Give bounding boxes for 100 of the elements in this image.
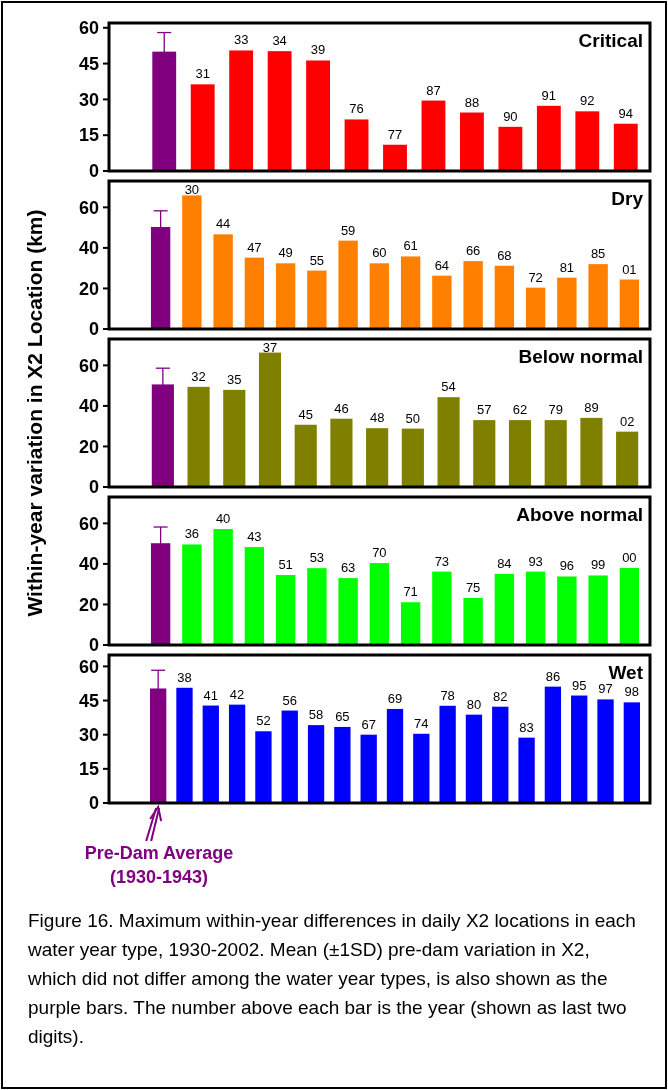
- x-tick-label: 70: [372, 545, 387, 561]
- bar: [465, 714, 483, 803]
- bar: [432, 275, 452, 329]
- x-tick-label: 87: [426, 82, 441, 98]
- x-tick-label: 76: [349, 101, 364, 117]
- bar: [176, 687, 193, 803]
- bar: [492, 706, 509, 803]
- bar: [307, 270, 327, 329]
- chart-title: Dry: [611, 188, 644, 209]
- x-tick-label: 79: [548, 402, 563, 418]
- x-tick-label: 39: [310, 42, 326, 58]
- bar: [344, 119, 369, 171]
- bar: [202, 705, 219, 803]
- y-tick-label: 0: [88, 319, 99, 340]
- x-tick-label: 67: [361, 716, 376, 732]
- bar: [307, 725, 325, 803]
- x-tick-label: 81: [559, 259, 575, 275]
- bar: [588, 264, 608, 329]
- bar: [525, 287, 546, 329]
- bar: [616, 431, 639, 487]
- x-tick-label: 85: [590, 246, 606, 262]
- x-tick-label: 42: [229, 686, 245, 702]
- x-tick-label: 01: [622, 261, 637, 277]
- y-axis-title: Within-year variation in X2 Location (km): [23, 209, 46, 617]
- y-tick-label: 15: [78, 125, 99, 146]
- x-tick-label: 54: [441, 379, 456, 395]
- bar: [267, 51, 292, 171]
- bar: [518, 737, 535, 803]
- x-tick-label: 80: [466, 696, 482, 712]
- bar: [255, 731, 272, 803]
- bar: [400, 602, 421, 645]
- x-tick-label: 74: [414, 715, 429, 731]
- y-tick-label: 15: [78, 759, 99, 780]
- text: Pre-Dam Average (1930-1943): [84, 843, 234, 887]
- x-tick-label: 75: [465, 579, 481, 595]
- x-tick-label: 88: [464, 94, 480, 110]
- bar: [182, 195, 202, 329]
- y-tick-label: 0: [88, 635, 99, 656]
- x-tick-label: 62: [512, 402, 528, 418]
- x-tick-label: 33: [233, 32, 249, 48]
- bar: [294, 424, 317, 487]
- x-tick-label: 78: [440, 687, 455, 703]
- bar: [182, 544, 202, 645]
- bar: [190, 84, 215, 171]
- bar: [623, 702, 640, 803]
- bar: [439, 705, 456, 803]
- bar: [494, 265, 515, 329]
- x-tick-label: 53: [309, 550, 325, 566]
- x-tick-label: 57: [477, 402, 492, 418]
- x-tick-label: 61: [403, 238, 418, 254]
- bar: [330, 418, 353, 487]
- bar: [588, 575, 608, 645]
- bar: [366, 428, 389, 487]
- bar: [369, 263, 390, 329]
- x-tick-label: 86: [545, 668, 561, 684]
- bar: [536, 105, 561, 171]
- bar: [571, 695, 588, 803]
- y-tick-label: 20: [78, 278, 99, 299]
- chart-title: Critical: [578, 30, 643, 51]
- x-tick-label: 49: [278, 245, 293, 261]
- x-tick-label: 32: [191, 368, 206, 384]
- x-tick-label: 45: [298, 406, 313, 422]
- chart-title: Above normal: [516, 504, 643, 525]
- bar: [386, 708, 404, 803]
- x-tick-label: 72: [528, 269, 543, 285]
- bar: [306, 60, 330, 171]
- x-tick-label: 90: [503, 108, 518, 124]
- bar: [369, 563, 390, 645]
- bar: [187, 386, 210, 487]
- bar: [494, 573, 515, 645]
- x-tick-label: 37: [262, 339, 278, 355]
- x-tick-label: 31: [195, 66, 210, 82]
- y-tick-label: 20: [78, 436, 99, 457]
- bar: [619, 567, 640, 645]
- bar: [525, 571, 546, 645]
- bar: [258, 352, 282, 487]
- x-tick-label: 51: [278, 557, 293, 573]
- x-tick-label: 92: [580, 93, 595, 109]
- x-tick-label: 77: [387, 126, 403, 142]
- x-tick-label: 35: [227, 371, 242, 387]
- bar: [463, 597, 483, 645]
- x-tick-label: 00: [622, 549, 637, 565]
- y-tick-label: 20: [78, 594, 99, 615]
- x-tick-label: 66: [465, 243, 481, 259]
- y-tick-label: 0: [88, 793, 99, 814]
- x-tick-label: 97: [598, 681, 613, 697]
- bar: [473, 420, 496, 487]
- bar: [544, 686, 562, 803]
- bar: [557, 576, 577, 645]
- x-tick-label: 60: [372, 245, 387, 261]
- x-tick-label: 73: [434, 553, 450, 569]
- x-tick-label: 71: [403, 584, 418, 600]
- x-tick-label: 43: [247, 529, 262, 545]
- x-tick-label: 84: [497, 555, 512, 571]
- bar: [275, 263, 296, 329]
- bar: [401, 428, 424, 487]
- bar: [463, 261, 483, 329]
- x-tick-label: 59: [340, 222, 356, 238]
- x-tick-label: 47: [247, 239, 262, 255]
- x-tick-label: 36: [184, 526, 200, 542]
